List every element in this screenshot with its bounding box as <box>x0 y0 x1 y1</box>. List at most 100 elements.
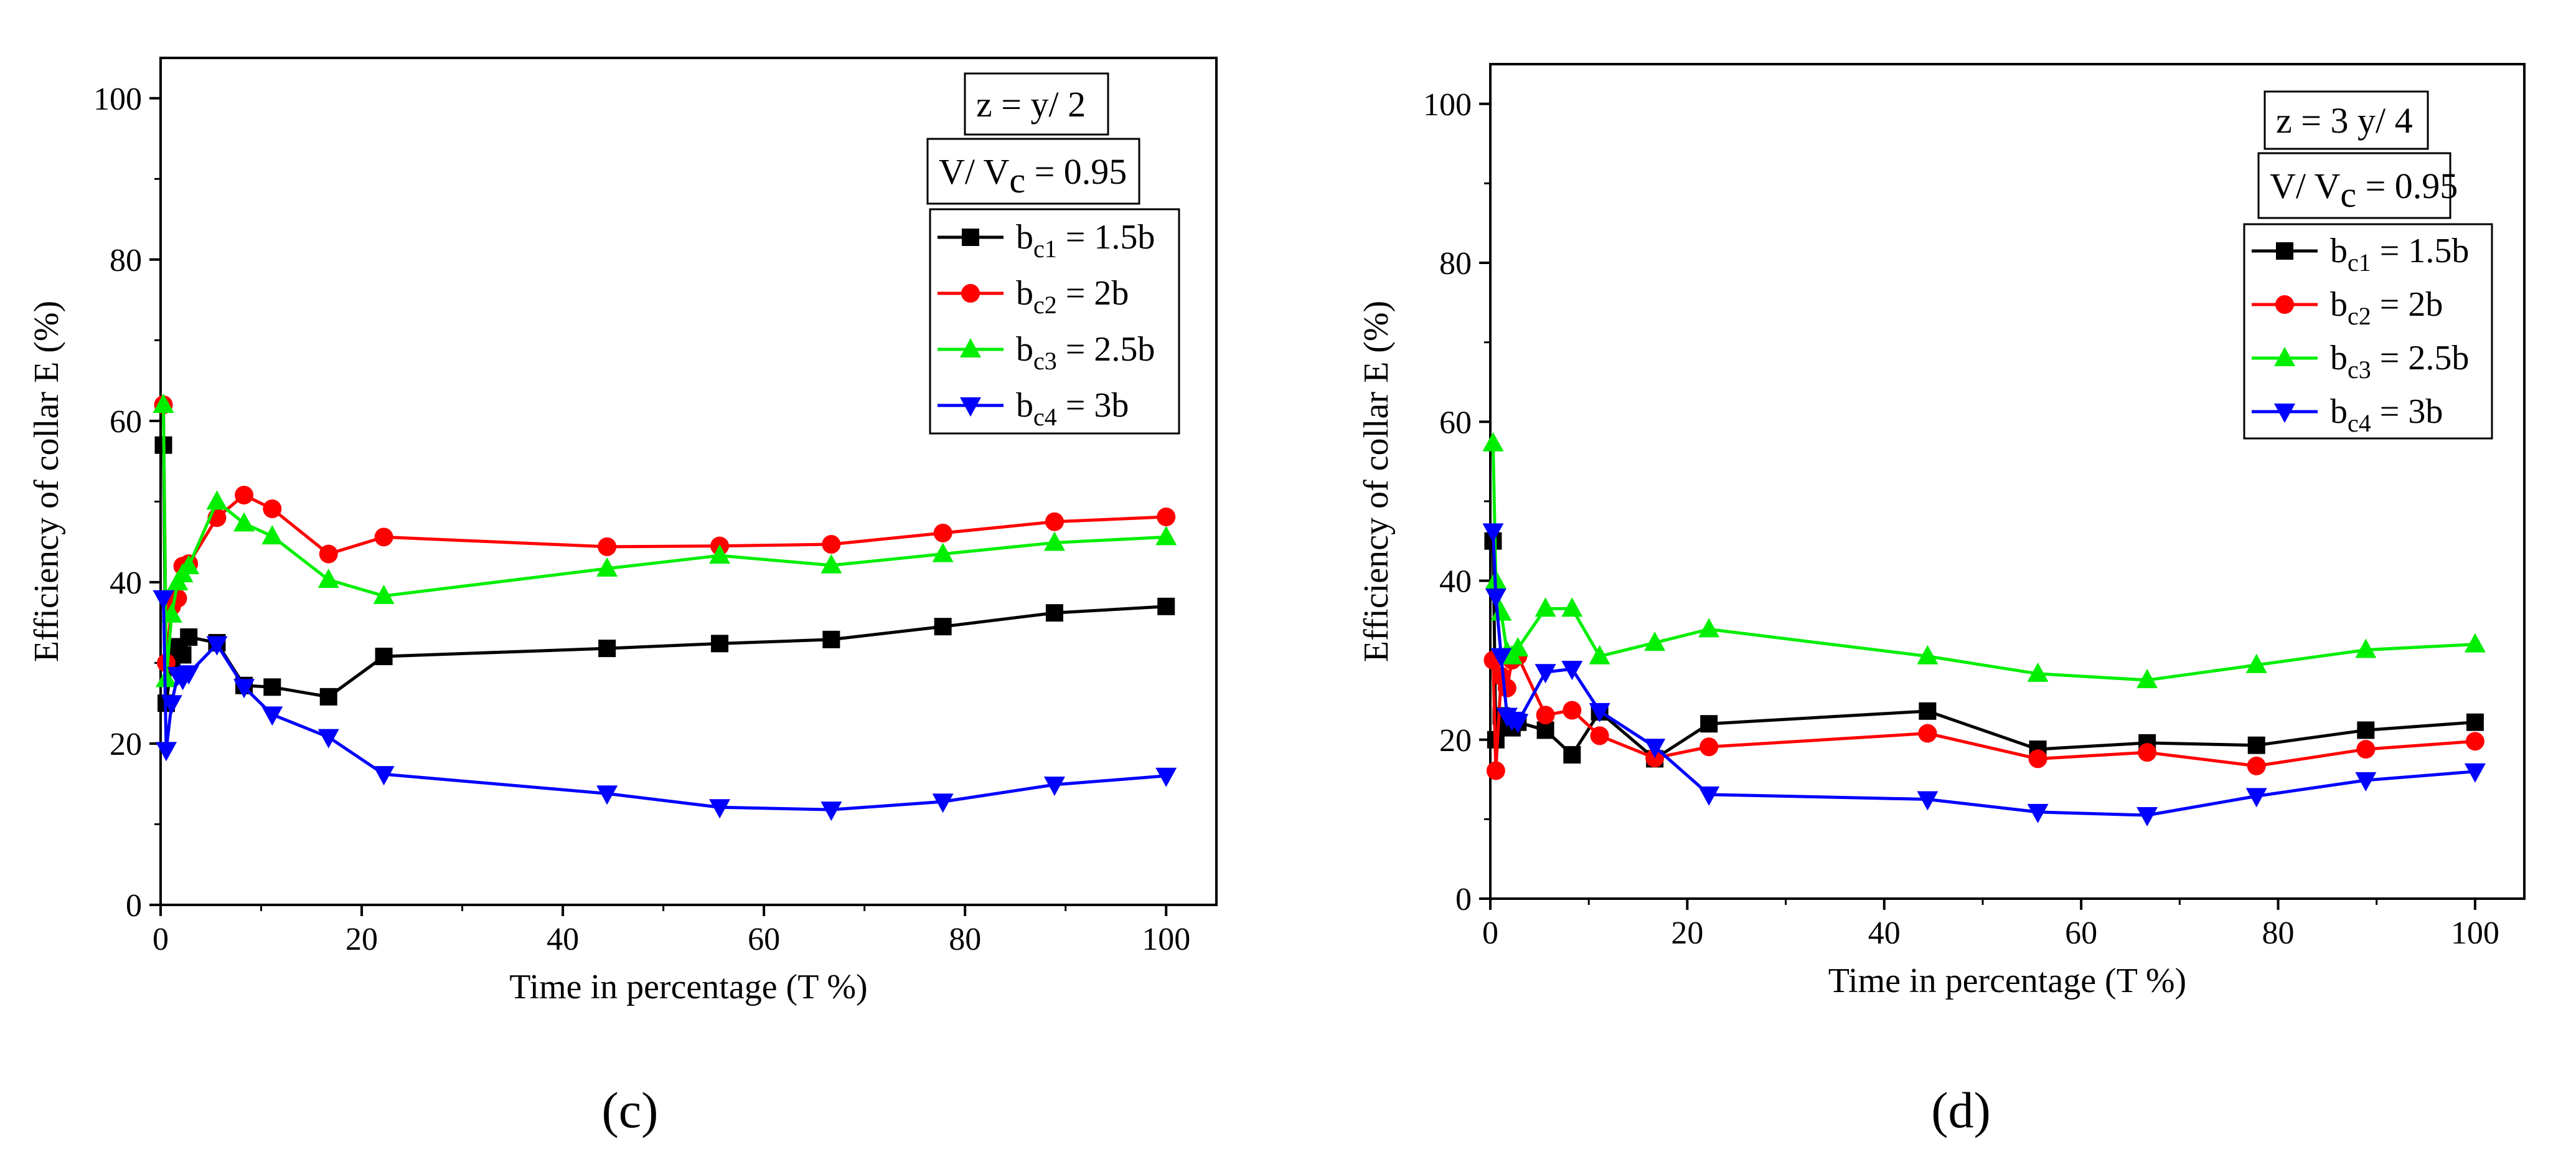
x-tick-label: 0 <box>1482 915 1498 951</box>
legend-label-c2: bc2 = 2b <box>2330 285 2443 330</box>
series-c3 <box>153 393 1177 688</box>
data-point-c4 <box>932 793 954 813</box>
data-point-c3 <box>1589 645 1610 664</box>
x-tick-label: 0 <box>153 922 169 957</box>
x-tick-label: 80 <box>2262 915 2295 951</box>
data-point-c4 <box>156 742 177 762</box>
legend: bc1 = 1.5b bc2 = 2b bc3 = 2.5b bc4 = 3b <box>929 208 1180 435</box>
y-tick-label: 100 <box>1423 87 1472 123</box>
data-point-c3 <box>373 584 395 604</box>
data-point-c1 <box>711 635 729 653</box>
data-point-c1 <box>174 646 192 664</box>
series-line-c1 <box>162 445 1167 705</box>
data-point-c4 <box>596 785 618 805</box>
data-point-c3 <box>1043 531 1065 551</box>
data-point-c4 <box>233 679 255 699</box>
data-point-c3 <box>820 554 842 574</box>
x-tick-label: 100 <box>1142 922 1190 957</box>
data-point-c4 <box>178 665 200 685</box>
legend-label-c3: bc3 = 2.5b <box>1016 330 1155 375</box>
velocity-label: V/ Vc = 0.95 <box>939 151 1127 201</box>
data-point-c4 <box>2355 772 2377 792</box>
data-point-c1 <box>2247 736 2265 754</box>
x-axis-title: Time in percentage (T %) <box>1828 962 2186 1000</box>
legend-label-c2: bc2 = 2b <box>1016 274 1129 319</box>
data-point-c3 <box>709 544 731 564</box>
data-point-c1 <box>1700 715 1718 733</box>
data-point-c2 <box>2356 740 2376 759</box>
data-point-c1 <box>1045 604 1063 622</box>
chart-panel-c: 0 20 40 60 80 100 0 20 40 60 80 100 Time in percenta… <box>27 57 1218 1138</box>
x-tick-label: 40 <box>1868 915 1901 951</box>
data-point-c4 <box>820 802 842 821</box>
series-line-c4 <box>1491 531 2476 817</box>
data-point-c3 <box>2136 669 2158 689</box>
data-point-c2 <box>933 523 952 542</box>
legend-label-c4: bc4 = 3b <box>1016 386 1129 431</box>
y-tick-label: 80 <box>1439 246 1472 281</box>
velocity-box <box>926 138 1140 205</box>
data-point-c2 <box>374 527 393 547</box>
data-point-c4 <box>1155 767 1177 787</box>
data-point-c1 <box>180 628 198 646</box>
data-point-c2 <box>1563 701 1582 720</box>
plot-frame <box>159 57 1218 906</box>
data-point-c2 <box>319 544 338 564</box>
series-c1 <box>154 436 1175 712</box>
y-tick-label: 0 <box>126 888 142 924</box>
data-point-c3 <box>1155 526 1177 546</box>
data-point-c3 <box>233 512 255 532</box>
data-point-c4 <box>2136 807 2158 826</box>
series-line-c2 <box>1491 655 2476 773</box>
data-point-c3 <box>2245 653 2267 673</box>
legend-frame <box>929 208 1180 435</box>
legend-marker-c2 <box>2275 295 2294 314</box>
data-point-c3 <box>1507 637 1529 656</box>
y-tick-label: 40 <box>110 565 142 601</box>
data-point-c2 <box>1486 761 1505 780</box>
data-point-c2 <box>1497 678 1516 698</box>
data-point-c3 <box>2027 662 2049 682</box>
data-point-c3 <box>178 555 200 574</box>
data-point-c3 <box>932 542 954 562</box>
series-line-c2 <box>162 404 1167 664</box>
data-point-c3 <box>1644 631 1666 651</box>
depth-label: z = y/ 2 <box>976 84 1086 125</box>
data-point-c4 <box>1490 648 1512 668</box>
y-tick-label: 0 <box>1455 882 1472 917</box>
legend-marker-c4 <box>960 397 981 417</box>
data-point-c2 <box>1157 507 1176 526</box>
panel-label: (d) <box>1931 1082 1991 1138</box>
data-point-c4 <box>2027 803 2049 823</box>
legend-frame <box>2243 223 2493 440</box>
series-c4 <box>1482 523 2486 826</box>
x-tick-label: 80 <box>949 922 981 957</box>
data-point-c4 <box>206 636 228 656</box>
y-tick-label: 40 <box>1439 564 1472 600</box>
series-c2 <box>154 395 1176 673</box>
y-tick-label: 20 <box>110 727 142 762</box>
data-point-c2 <box>1590 726 1609 745</box>
depth-box <box>964 72 1109 136</box>
data-point-c4 <box>1507 714 1529 734</box>
data-point-c3 <box>596 557 618 577</box>
series-c3 <box>1482 432 2486 689</box>
data-point-c4 <box>153 590 174 610</box>
x-tick-label: 20 <box>346 922 378 957</box>
data-point-c3 <box>2464 633 2486 653</box>
data-point-c4 <box>1485 589 1507 608</box>
x-tick-label: 60 <box>748 922 780 957</box>
y-tick-label: 80 <box>110 243 142 278</box>
data-point-c4 <box>1561 661 1583 681</box>
y-axis-title: Efficiency of collar E (%) <box>1357 301 1396 662</box>
data-point-c4 <box>709 799 731 819</box>
y-tick-label: 100 <box>93 82 142 117</box>
data-point-c4 <box>373 766 395 786</box>
data-point-c4 <box>161 695 182 715</box>
data-point-c4 <box>2245 788 2267 808</box>
data-point-c2 <box>1045 512 1064 531</box>
data-point-c4 <box>317 729 339 749</box>
legend-marker-c1 <box>2276 242 2293 260</box>
data-point-c3 <box>261 525 283 545</box>
